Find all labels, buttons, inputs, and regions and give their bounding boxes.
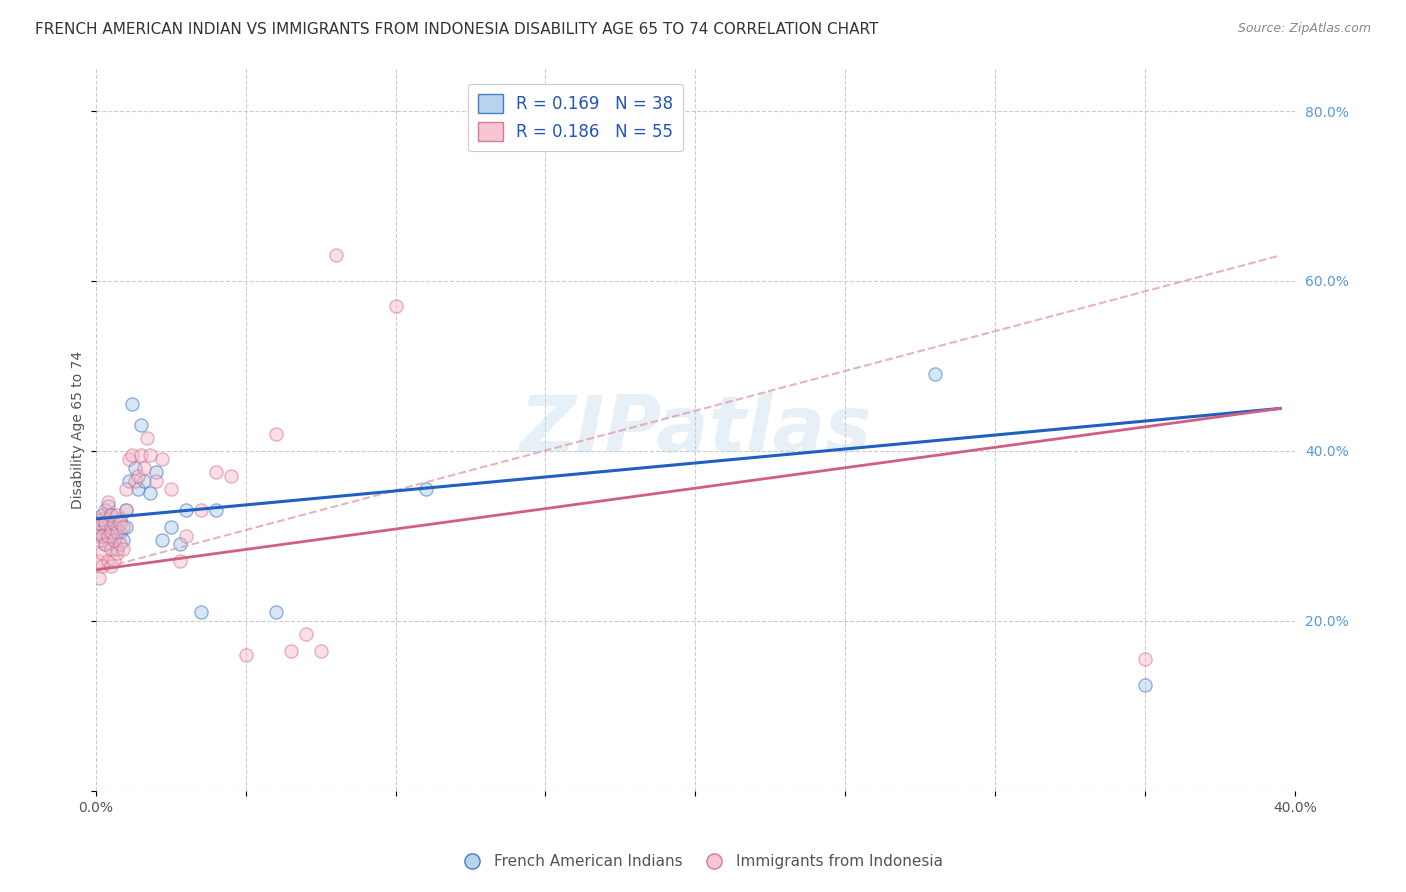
Point	[90, 529, 112, 543]
Point	[93, 520, 115, 534]
Point	[90, 546, 112, 560]
Point	[100, 520, 122, 534]
Point	[1135, 678, 1157, 692]
Point	[90, 508, 112, 522]
Point	[93, 537, 115, 551]
Point	[114, 503, 136, 517]
Point	[87, 524, 110, 539]
Point	[103, 533, 125, 548]
Point	[90, 558, 112, 573]
Point	[108, 512, 131, 526]
Point	[384, 300, 406, 314]
Point	[93, 503, 115, 517]
Point	[97, 499, 120, 513]
Point	[114, 503, 136, 517]
Point	[121, 448, 143, 462]
Point	[190, 606, 212, 620]
Point	[100, 558, 122, 573]
Point	[129, 418, 152, 433]
Point	[1135, 652, 1157, 666]
Point	[150, 452, 173, 467]
Point	[129, 448, 152, 462]
Point	[100, 508, 122, 522]
Point	[103, 516, 125, 530]
Text: FRENCH AMERICAN INDIAN VS IMMIGRANTS FROM INDONESIA DISABILITY AGE 65 TO 74 CORR: FRENCH AMERICAN INDIAN VS IMMIGRANTS FRO…	[35, 22, 879, 37]
Point	[114, 520, 136, 534]
Point	[190, 503, 212, 517]
Point	[108, 537, 131, 551]
Point	[138, 448, 160, 462]
Point	[264, 606, 287, 620]
Point	[159, 482, 181, 496]
Point	[108, 516, 131, 530]
Point	[325, 248, 347, 262]
Point	[174, 503, 197, 517]
Point	[114, 482, 136, 496]
Point	[132, 461, 155, 475]
Point	[103, 533, 125, 548]
Point	[204, 503, 226, 517]
Point	[219, 469, 242, 483]
Legend: French American Indians, Immigrants from Indonesia: French American Indians, Immigrants from…	[457, 848, 949, 875]
Point	[111, 541, 134, 556]
Point	[87, 533, 110, 548]
Point	[135, 431, 157, 445]
Point	[264, 426, 287, 441]
Y-axis label: Disability Age 65 to 74: Disability Age 65 to 74	[72, 351, 86, 508]
Point	[87, 516, 110, 530]
Point	[132, 474, 155, 488]
Point	[127, 469, 149, 483]
Point	[103, 516, 125, 530]
Point	[100, 529, 122, 543]
Point	[90, 512, 112, 526]
Point	[169, 554, 191, 568]
Point	[97, 512, 120, 526]
Point	[174, 529, 197, 543]
Point	[124, 474, 146, 488]
Point	[111, 520, 134, 534]
Point	[294, 626, 316, 640]
Point	[280, 643, 302, 657]
Point	[105, 541, 128, 556]
Point	[159, 520, 181, 534]
Point	[105, 520, 128, 534]
Point	[100, 541, 122, 556]
Point	[103, 554, 125, 568]
Point	[105, 508, 128, 522]
Point	[924, 368, 946, 382]
Point	[97, 495, 120, 509]
Point	[145, 465, 167, 479]
Text: ZIPatlas: ZIPatlas	[519, 392, 872, 467]
Point	[117, 474, 139, 488]
Point	[100, 508, 122, 522]
Legend: R = 0.169   N = 38, R = 0.186   N = 55: R = 0.169 N = 38, R = 0.186 N = 55	[468, 84, 683, 151]
Point	[105, 546, 128, 560]
Point	[93, 516, 115, 530]
Point	[87, 554, 110, 568]
Point	[93, 537, 115, 551]
Point	[117, 452, 139, 467]
Point	[235, 648, 257, 662]
Point	[111, 533, 134, 548]
Point	[100, 524, 122, 539]
Point	[97, 554, 120, 568]
Point	[309, 643, 332, 657]
Point	[145, 474, 167, 488]
Point	[97, 529, 120, 543]
Point	[124, 461, 146, 475]
Point	[108, 524, 131, 539]
Point	[169, 537, 191, 551]
Point	[415, 482, 437, 496]
Point	[87, 524, 110, 539]
Point	[87, 516, 110, 530]
Point	[87, 571, 110, 585]
Point	[127, 482, 149, 496]
Point	[105, 524, 128, 539]
Point	[90, 529, 112, 543]
Point	[121, 397, 143, 411]
Point	[138, 486, 160, 500]
Point	[150, 533, 173, 548]
Text: Source: ZipAtlas.com: Source: ZipAtlas.com	[1237, 22, 1371, 36]
Point	[204, 465, 226, 479]
